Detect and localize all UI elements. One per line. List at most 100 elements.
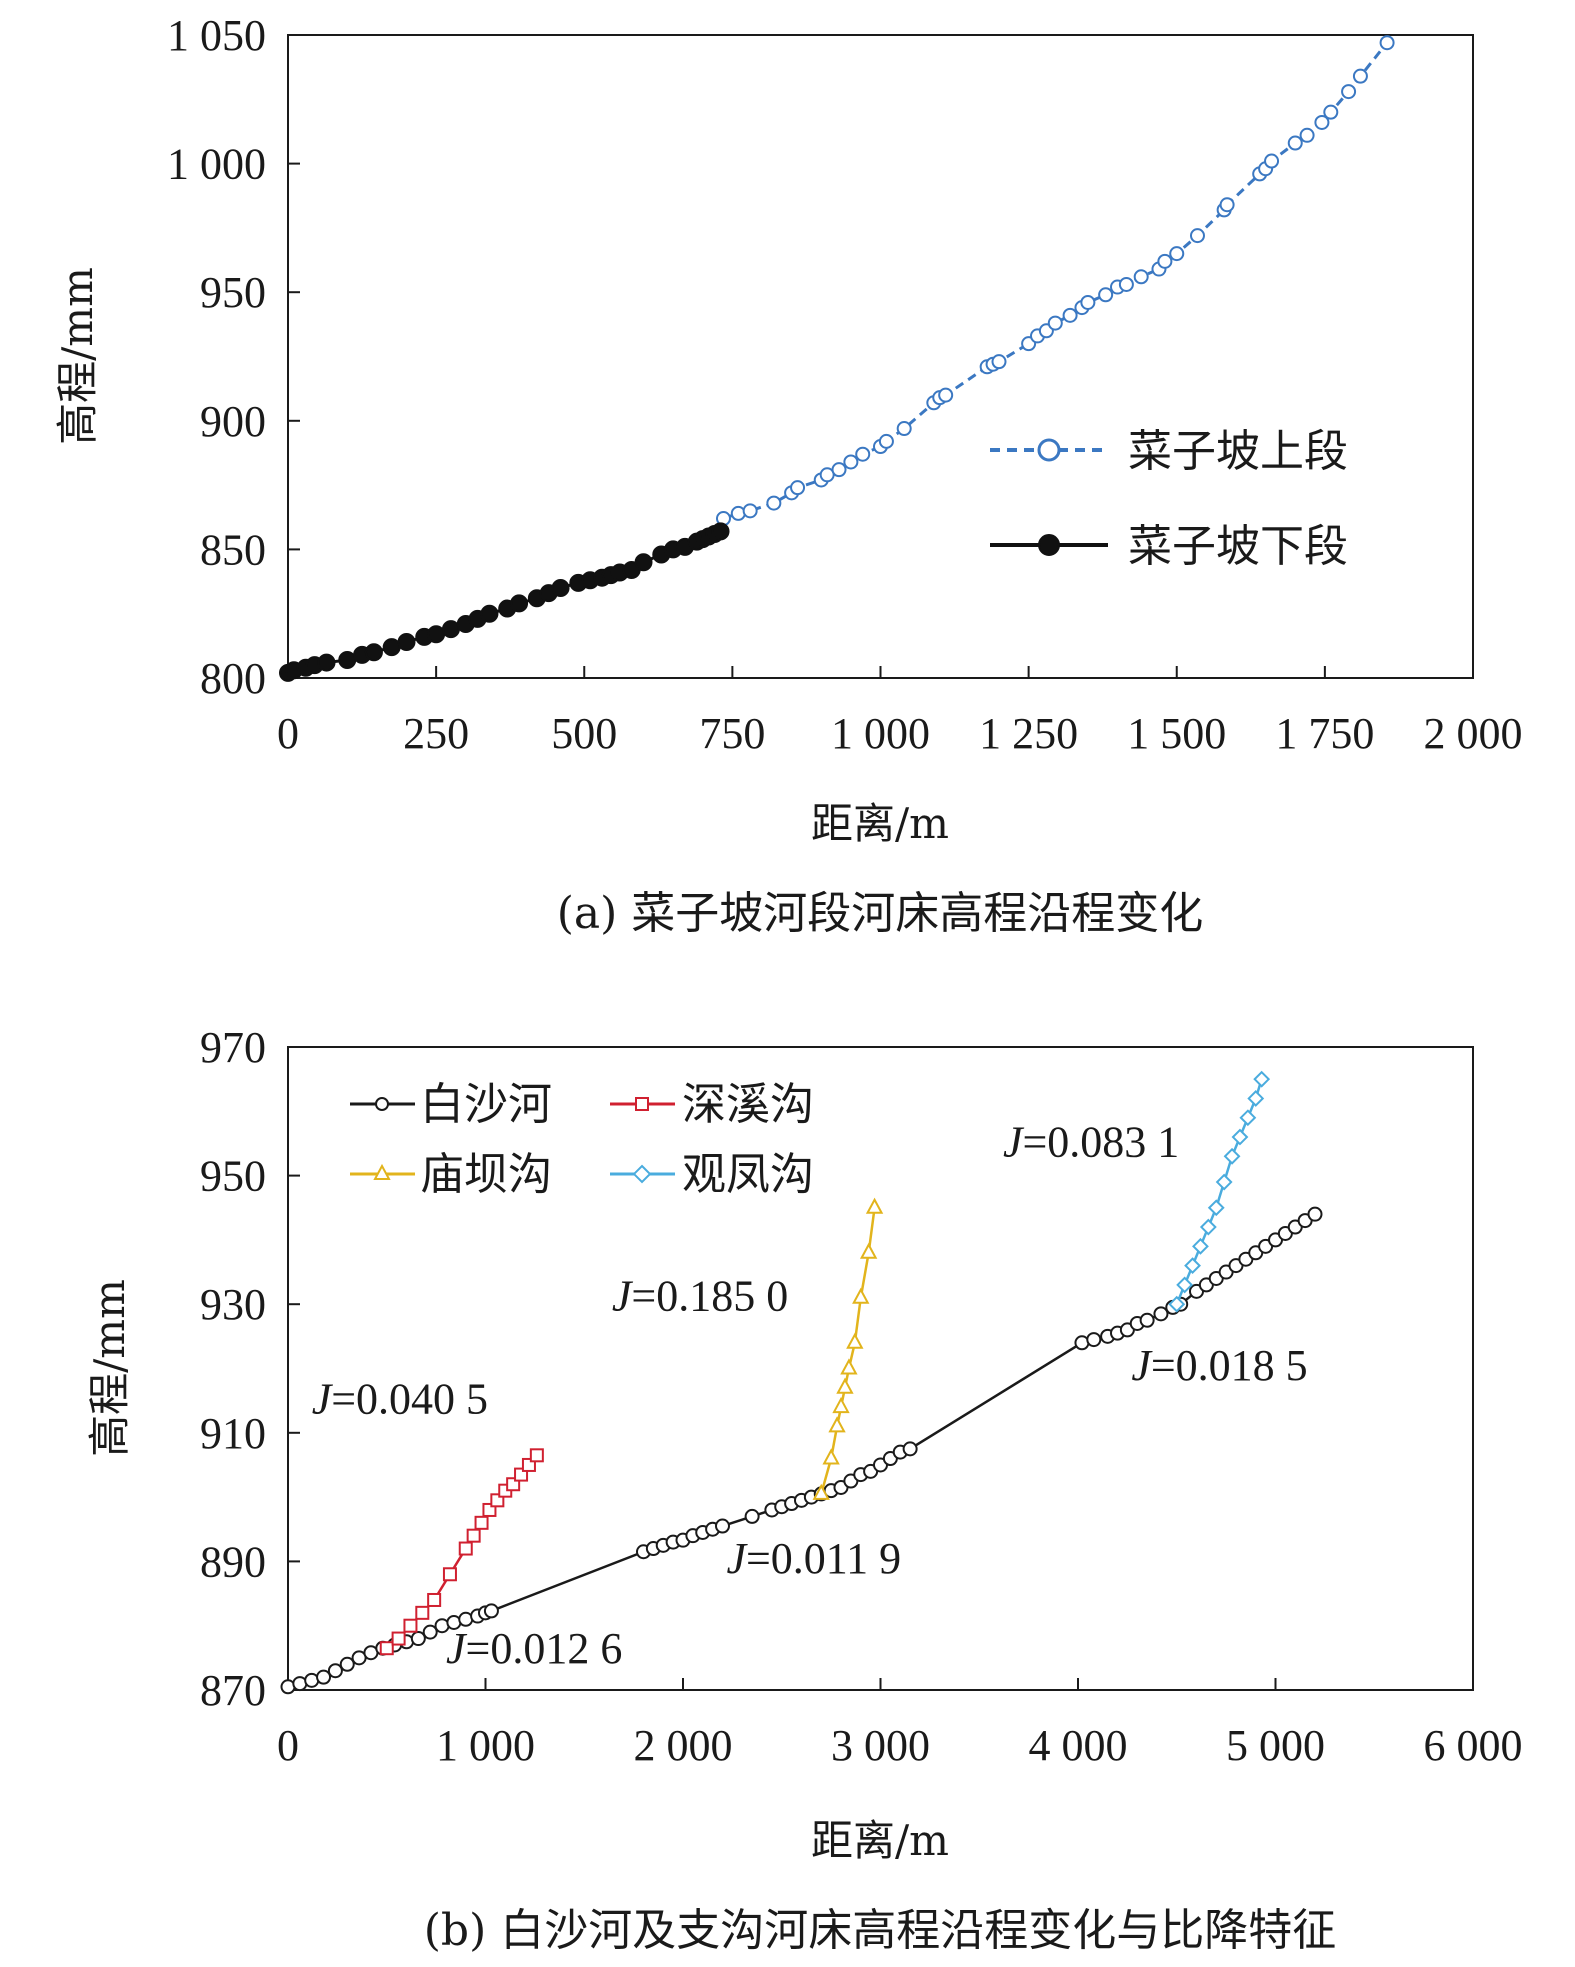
annotation-value: =0.018 5: [1151, 1341, 1308, 1390]
data-point: [1139, 1312, 1155, 1328]
chart-b-series: [280, 1070, 1323, 1695]
data-point: [846, 1332, 864, 1349]
slope-annotation: J=0.018 5: [1131, 1341, 1307, 1390]
data-point: [1184, 1257, 1201, 1275]
data-point: [1223, 1147, 1241, 1165]
data-point: [1118, 276, 1134, 292]
series-1: [379, 1448, 544, 1656]
x-tick-label: 750: [699, 709, 765, 758]
chart-a-plot-frame: [287, 34, 1474, 679]
chart-b-annotations: J=0.040 5 J=0.012 6 J=0.185 0 J =0.011 9 J=0.…: [312, 1117, 1308, 1673]
x-tick-label: 0: [277, 1721, 299, 1770]
data-point: [1341, 84, 1357, 100]
data-point: [1307, 1206, 1323, 1222]
data-point: [379, 1641, 394, 1656]
y-tick-label: 890: [200, 1537, 266, 1586]
x-tick-label: 3 000: [831, 1721, 930, 1770]
data-point: [1062, 307, 1078, 323]
data-point: [510, 594, 529, 613]
series-0: [715, 35, 1395, 527]
data-point: [339, 1656, 355, 1672]
annotation-symbol: J: [446, 1624, 468, 1673]
legend-label-shenxi: 深溪沟: [682, 1079, 814, 1130]
data-point: [1352, 68, 1368, 84]
data-point: [902, 1441, 918, 1457]
data-point: [1047, 315, 1063, 331]
legend-label-baisha: 白沙河: [420, 1079, 552, 1130]
data-point: [711, 522, 730, 541]
y-tick-label: 870: [200, 1666, 266, 1715]
slope-annotation: J=0.012 6: [446, 1624, 622, 1673]
x-tick-label: 500: [551, 709, 617, 758]
data-point: [744, 1508, 760, 1524]
series-1: [279, 522, 730, 682]
data-point: [391, 1631, 406, 1646]
data-point: [415, 1605, 430, 1620]
data-point: [831, 462, 847, 478]
x-tick-label: 1 000: [436, 1721, 535, 1770]
data-point: [896, 421, 912, 437]
data-point: [852, 1287, 870, 1304]
chart-a-legend: 菜子坡上段 菜子坡下段: [990, 426, 1348, 572]
data-point: [338, 650, 357, 669]
data-point: [1231, 1128, 1249, 1146]
data-point: [1219, 197, 1235, 213]
y-tick-label: 950: [200, 268, 266, 317]
data-point: [442, 1567, 457, 1582]
data-point: [1168, 1295, 1186, 1313]
data-point: [441, 620, 460, 639]
legend-label-lower: 菜子坡下段: [1128, 521, 1348, 572]
legend-label-upper: 菜子坡上段: [1128, 426, 1348, 477]
series-line: [287, 1213, 1316, 1688]
data-point: [938, 387, 954, 403]
slope-annotation: J=0.083 1: [1003, 1117, 1179, 1166]
legend-entry-miaoba: 庙坝沟: [350, 1149, 552, 1200]
data-point: [382, 638, 401, 657]
x-tick-label: 250: [403, 709, 469, 758]
data-point: [1176, 1276, 1194, 1294]
chart-a-x-ticks: 0 250 500 750 1 000 1 250 1 500 1 750 2 000: [277, 666, 1523, 758]
data-point: [1169, 246, 1185, 262]
data-point: [865, 1197, 884, 1214]
data-point: [790, 480, 806, 496]
y-tick-label: 970: [200, 1023, 266, 1072]
data-point: [1247, 1090, 1265, 1107]
data-point: [427, 1592, 442, 1607]
x-tick-label: 1 750: [1275, 709, 1374, 758]
legend-label-guanfeng: 观凤沟: [682, 1149, 814, 1200]
x-tick-label: 1 000: [831, 709, 930, 758]
legend-swatch-upper-marker: [1037, 438, 1061, 462]
x-tick-label: 6 000: [1424, 1721, 1523, 1770]
series-2: [812, 1197, 884, 1500]
annotation-value: =0.083 1: [1022, 1117, 1179, 1166]
y-tick-label: 1 050: [167, 11, 266, 60]
annotation-value: =0.011 9: [746, 1534, 901, 1583]
data-point: [466, 1528, 481, 1543]
data-point: [832, 1396, 850, 1414]
y-tick-label: 910: [200, 1409, 266, 1458]
legend-label-miaoba: 庙坝沟: [420, 1149, 552, 1200]
y-tick-label: 950: [200, 1152, 266, 1201]
legend-swatch-guanfeng-marker: [632, 1164, 652, 1184]
data-point: [742, 503, 758, 519]
data-point: [1157, 253, 1173, 269]
chart-a-xlabel: 距离/m: [811, 799, 949, 848]
data-point: [427, 625, 446, 644]
data-point: [410, 1631, 426, 1647]
annotation-value: =0.040 5: [331, 1375, 488, 1424]
data-point: [991, 354, 1007, 370]
series-line: [820, 1207, 876, 1495]
chart-b-caption: (b) 白沙河及支沟河床高程沿程变化与比降特征: [424, 1905, 1336, 1956]
chart-b: 870 890 910 930 950 970 0 1 000 2 000 3 000 4 000…: [85, 1023, 1523, 1956]
data-point: [836, 1377, 854, 1394]
x-tick-label: 1 500: [1127, 709, 1226, 758]
data-point: [822, 1448, 840, 1465]
annotation-value: =0.012 6: [466, 1624, 623, 1673]
data-point: [766, 495, 782, 511]
chart-b-ylabel: 高程/mm: [85, 1279, 134, 1457]
data-point: [1133, 269, 1149, 285]
data-point: [316, 1669, 332, 1685]
annotation-value: =0.185 0: [631, 1272, 788, 1321]
slope-annotation: J=0.040 5: [312, 1375, 488, 1424]
slope-annotation: J=0.185 0: [612, 1272, 788, 1321]
